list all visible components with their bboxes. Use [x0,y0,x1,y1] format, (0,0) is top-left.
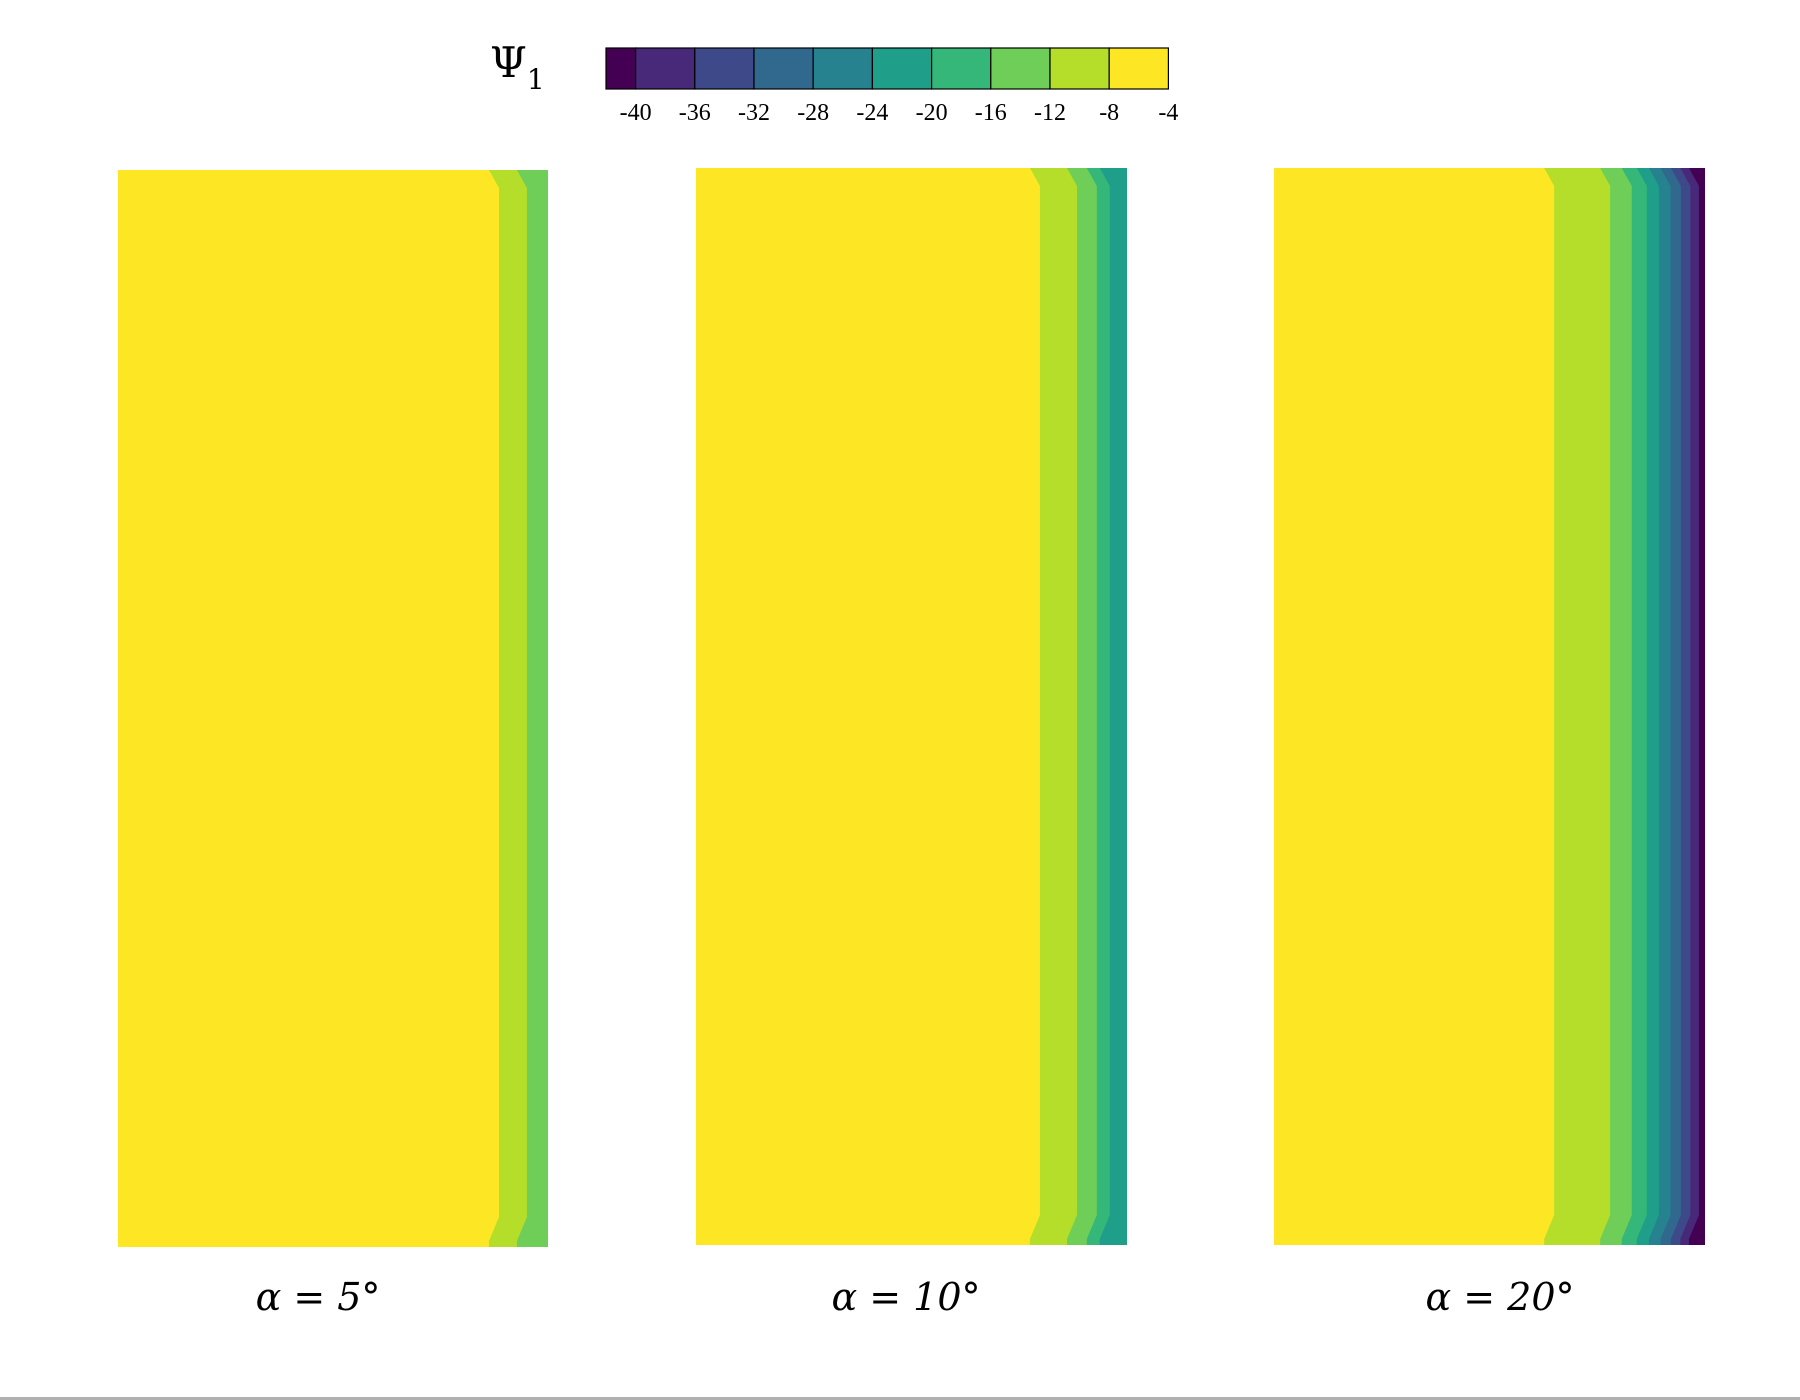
contour-panel: α = 10° [696,168,1127,1319]
colorbar-tick-label: -36 [679,100,711,126]
colorbar-tick-label: -8 [1099,100,1119,126]
colorbar-swatch [605,47,637,90]
colorbar-swatch [1049,47,1110,90]
contour-band [1688,168,1705,1245]
colorbar-tick-label: -16 [975,100,1007,126]
colorbar: Ψ1 -40 -36 -32 -28 -24 -20 -16 -12 -8 -4 [490,38,1178,126]
contour-band [1680,168,1705,1245]
contour-panel: α = 20° [1274,168,1705,1319]
contour-band [516,170,548,1247]
panel-caption: α = 20° [1425,1275,1574,1319]
colorbar-tick-label: -12 [1034,100,1066,126]
contour-band [1099,168,1127,1245]
colorbar-swatch [930,47,992,90]
colorbar-swatch [694,47,755,90]
bottom-border [0,1397,1800,1400]
colorbar-swatch [1108,47,1169,90]
colorbar-swatch [812,47,874,90]
colorbar-tick-label: -28 [797,100,829,126]
colorbar-tick-label: -20 [916,100,948,126]
colorbar-swatch [871,47,933,90]
colorbar-tick-label: -4 [1158,100,1178,126]
colorbar-swatch [634,47,696,90]
colorbar-swatch [753,47,814,90]
panel-caption: α = 5° [256,1275,381,1319]
colorbar-tick-label: -24 [856,100,888,126]
colorbar-label: Ψ1 [490,38,545,96]
contour-band [118,170,548,1247]
colorbar-tick-label: -40 [620,100,652,126]
colorbar-tick-label: -32 [738,100,770,126]
panel-caption: α = 10° [831,1275,980,1319]
contour-panel: α = 5° [118,170,548,1319]
colorbar-swatch [990,47,1051,90]
